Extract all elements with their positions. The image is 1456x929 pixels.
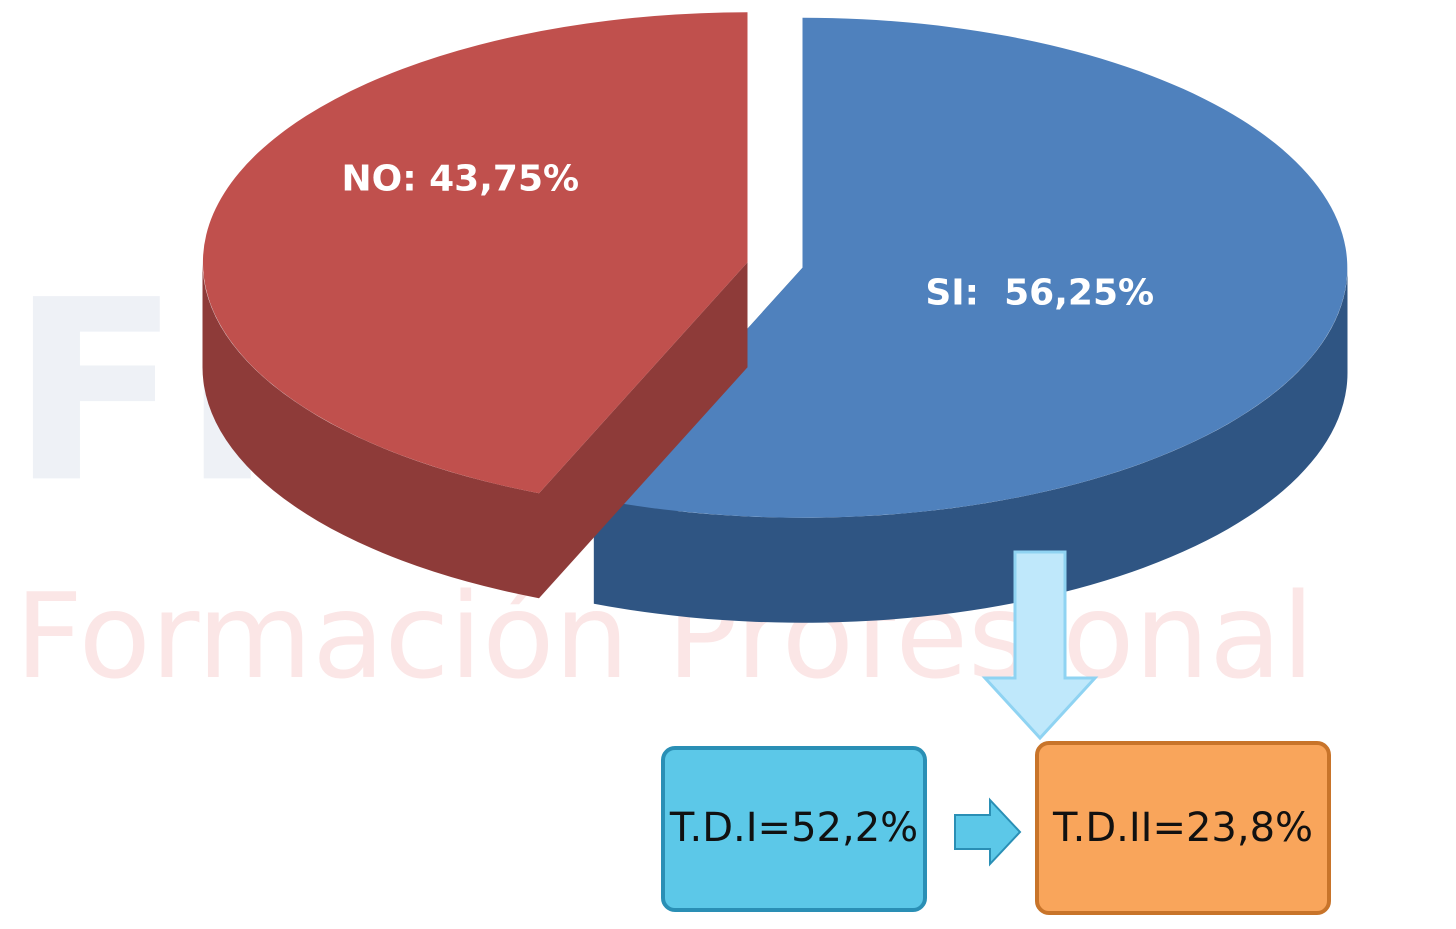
slice-label: NO: 43,75% [341,158,579,199]
pie: SI: 56,25% NO: 43,75% [202,12,1348,623]
right-arrow [954,797,1022,867]
box-tdi [661,746,927,912]
slice-face [539,262,748,599]
slice-side [593,267,1348,623]
box-tdi-label: T.D.I=52,2% [669,805,918,851]
slice-side [202,262,539,599]
slice-label: SI: 56,25% [925,273,1154,314]
box-tdii-label: T.D.II=23,8% [1052,805,1313,851]
slice [202,12,748,599]
down-arrow [981,550,1099,741]
slice [593,17,1348,623]
slice-top [593,17,1348,518]
slice-top [202,12,748,494]
box-tdii [1035,741,1331,915]
